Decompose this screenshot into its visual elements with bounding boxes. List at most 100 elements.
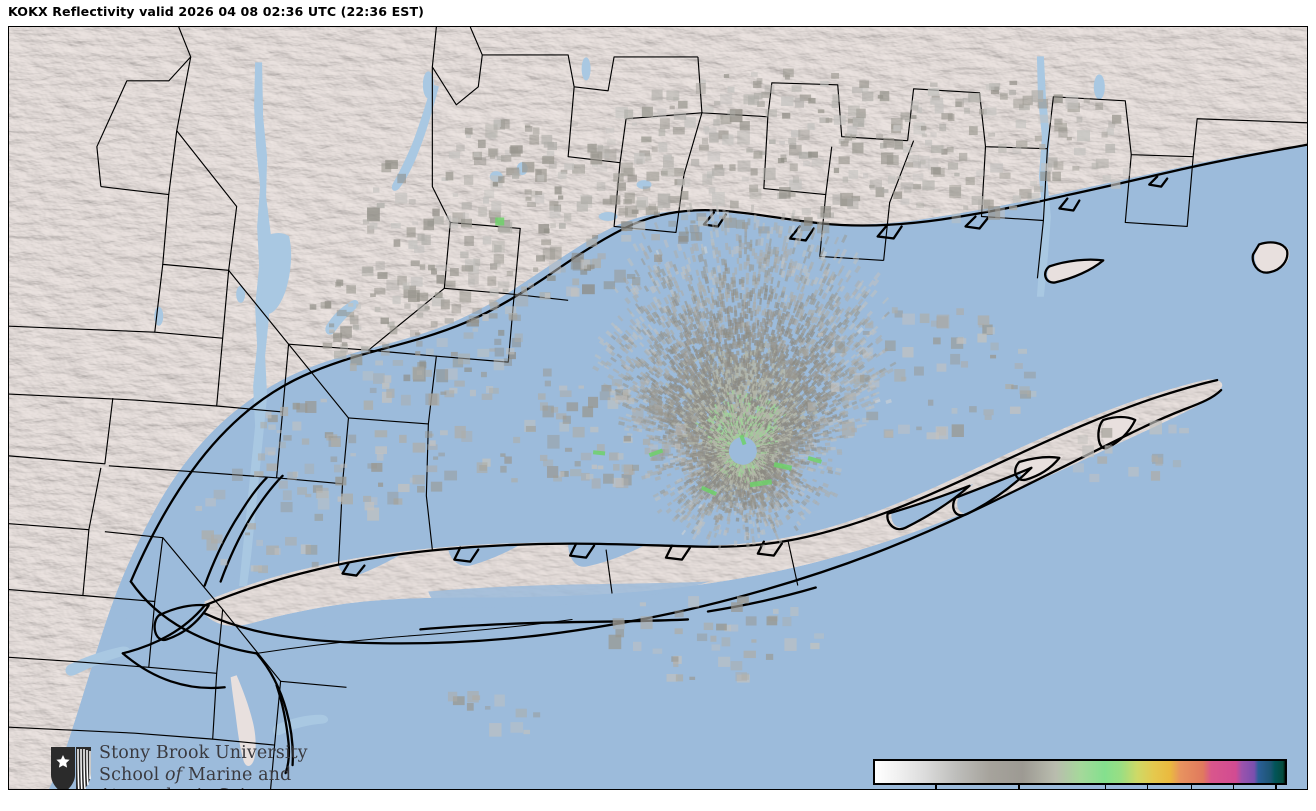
radar-echo-gate [749, 505, 754, 511]
radar-echo-gate [777, 519, 784, 526]
radar-echo-gate [772, 505, 778, 512]
radar-echo-gate [769, 475, 774, 480]
radar-echo-gate [777, 471, 783, 477]
radar-echo-gate [737, 302, 741, 309]
radar-echo-gate [745, 272, 750, 280]
radar-echo-gate [787, 475, 793, 481]
radar-echo-gate [767, 508, 772, 514]
long-island-landmass [204, 242, 1290, 626]
radar-echo-gate [834, 471, 841, 476]
radar-echo-gate [736, 257, 740, 264]
radar-echo-gate [732, 336, 736, 342]
radar-echo-gate [808, 485, 815, 491]
radar-echo-gate [733, 540, 738, 546]
radar-echo-gate [800, 452, 805, 455]
radar-echo-gate [734, 511, 737, 516]
radar-echo-gate [824, 492, 831, 498]
radar-echo-gate [750, 528, 755, 535]
radar-echo-gate [775, 495, 781, 501]
radar-echo-gate [791, 452, 795, 456]
radar-echo-gate [731, 249, 734, 257]
radar-echo-gate [790, 449, 796, 453]
radar-echo-gate [735, 356, 739, 362]
radar-echo-gate [788, 502, 794, 508]
radar-echo-gate [785, 481, 791, 486]
radar-echo-gate [805, 508, 812, 515]
radar-echo-gate [781, 485, 786, 491]
radar-echo-gate [681, 457, 686, 461]
radar-echo-gate [837, 452, 843, 455]
radar-echo-gate [805, 462, 810, 466]
radar-echo-gate [822, 452, 827, 456]
radar-echo-gate [749, 239, 753, 248]
radar-echo-gate [821, 461, 828, 466]
radar-echo-gate [803, 498, 809, 504]
radar-echo-gate [793, 473, 800, 478]
radar-reflectivity-echoes [195, 68, 1189, 737]
radar-echo-gate [741, 515, 745, 519]
radar-echo-gate [746, 254, 750, 261]
radar-echo-gate [795, 485, 801, 491]
radar-echo-gate [733, 502, 737, 506]
radar-echo-gate [772, 482, 777, 487]
radar-echo-gate [738, 507, 743, 513]
radar-echo-gate [799, 510, 805, 516]
radar-echo-gate [775, 522, 780, 528]
radar-echo-gate [746, 241, 751, 250]
radar-echo-gate [750, 264, 755, 271]
radar-echo-gate [762, 516, 767, 523]
radar-echo-gate [769, 523, 775, 530]
radar-echo-gate [820, 487, 828, 494]
radar-echo-gate [836, 449, 842, 453]
radar-echo-gate [748, 343, 752, 350]
radar-echo-gate [805, 449, 810, 453]
radar-echo-gate [747, 500, 751, 507]
radar-echo-gate [814, 487, 821, 493]
radar-echo-gate [767, 514, 771, 520]
radar-echo-gate [804, 454, 809, 458]
radar-echo-gate [752, 322, 757, 329]
radar-echo-gate [751, 512, 755, 518]
radar-echo-gate [769, 490, 774, 495]
radar-echo-gate [818, 465, 824, 470]
radar-echo-gate [783, 483, 790, 489]
radar-echo-gate [797, 511, 803, 517]
radar-echo-gate [791, 455, 796, 460]
radar-echo-gate [782, 484, 787, 489]
radar-echo-gate [835, 467, 842, 473]
radar-echo-gate [798, 490, 805, 497]
radar-echo-gate [744, 536, 747, 541]
radar-map-frame[interactable]: Stony Brook University School of Marine … [8, 26, 1308, 790]
radar-echo-gate [735, 233, 739, 242]
radar-echo-gate [823, 449, 829, 453]
radar-map-canvas[interactable] [9, 27, 1307, 789]
radar-echo-gate [774, 475, 779, 481]
radar-echo-gate [800, 466, 805, 470]
radar-echo-gate [782, 502, 788, 508]
radar-echo-gate [805, 451, 810, 455]
radar-echo-gate [814, 501, 820, 506]
radar-echo-gate [798, 469, 804, 474]
radar-echo-gate [733, 305, 737, 313]
radar-echo-gate [773, 511, 780, 518]
radar-echo-gate [744, 532, 749, 537]
radar-echo-gate [822, 482, 829, 488]
radar-echo-gate [768, 500, 773, 506]
radar-echo-gate [779, 487, 784, 492]
radar-echo-gate [755, 518, 759, 524]
radar-echo-gate [739, 341, 744, 347]
radar-echo-gate [764, 498, 769, 503]
radar-echo-gate [751, 540, 756, 546]
radar-echo-gate [793, 525, 799, 532]
radar-echo-gate [795, 487, 801, 493]
radar-echo-gate [746, 535, 749, 541]
radar-echo-gate [735, 517, 740, 522]
radar-echo-gate [746, 505, 750, 510]
radar-echo-gate [736, 528, 741, 534]
radar-echo-gate [735, 288, 738, 295]
radar-echo-gate [797, 492, 803, 497]
radar-echo-gate [753, 332, 757, 340]
radar-echo-gate [795, 467, 800, 471]
radar-echo-gate [773, 500, 779, 507]
radar-echo-gate [753, 223, 756, 231]
